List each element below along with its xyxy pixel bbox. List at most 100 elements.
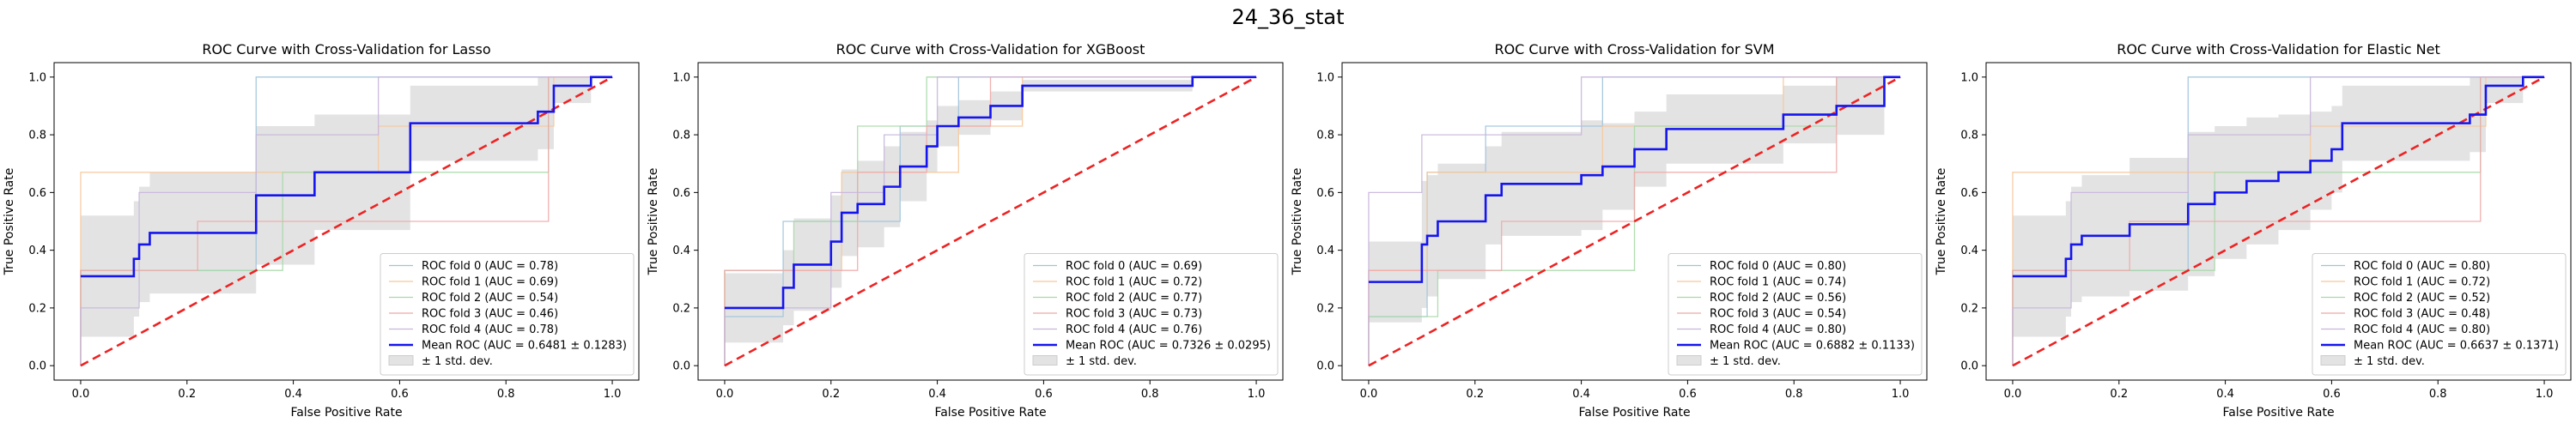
x-tick-label: 1.0 bbox=[1892, 388, 1910, 401]
legend-fold-2-label: ROC fold 2 (AUC = 0.52) bbox=[2354, 292, 2490, 305]
legend-std-label: ± 1 std. dev. bbox=[1066, 355, 1137, 368]
legend-std-swatch bbox=[1677, 356, 1701, 366]
legend-fold-1-label: ROC fold 1 (AUC = 0.74) bbox=[1710, 276, 1846, 289]
chart-title: ROC Curve with Cross-Validation for SVM bbox=[1494, 41, 1774, 57]
legend-fold-3-label: ROC fold 3 (AUC = 0.46) bbox=[422, 308, 558, 321]
legend: ROC fold 0 (AUC = 0.78) ROC fold 1 (AUC =… bbox=[380, 254, 634, 376]
legend-fold-4-label: ROC fold 4 (AUC = 0.78) bbox=[422, 323, 558, 336]
legend-fold-3-label: ROC fold 3 (AUC = 0.54) bbox=[1710, 308, 1846, 321]
y-tick-label: 0.8 bbox=[672, 130, 690, 142]
legend-fold-3-label: ROC fold 3 (AUC = 0.73) bbox=[1066, 308, 1202, 321]
legend-fold-4-label: ROC fold 4 (AUC = 0.76) bbox=[1066, 323, 1202, 336]
legend-std-label: ± 1 std. dev. bbox=[1710, 355, 1781, 368]
legend-fold-2-label: ROC fold 2 (AUC = 0.77) bbox=[1066, 292, 1202, 305]
legend-fold-3-label: ROC fold 3 (AUC = 0.48) bbox=[2354, 308, 2490, 321]
chart-panel: 0.0 0.2 0.4 0.6 0.8 1.0 0.0 0.2 0.4 0.6 0.8 1.0 ROC … bbox=[1935, 41, 2571, 420]
legend-mean-label: Mean ROC (AUC = 0.7326 ± 0.0295) bbox=[1066, 340, 1271, 353]
chart-panel: 0.0 0.2 0.4 0.6 0.8 1.0 0.0 0.2 0.4 0.6 0.8 1.0 ROC … bbox=[1291, 41, 1927, 420]
chart-title: ROC Curve with Cross-Validation for XGBo… bbox=[836, 41, 1145, 57]
legend-fold-4-label: ROC fold 4 (AUC = 0.80) bbox=[1710, 323, 1846, 336]
y-tick-label: 1.0 bbox=[28, 71, 46, 84]
y-tick-label: 0.6 bbox=[1960, 187, 1978, 200]
x-tick-label: 0.8 bbox=[1785, 388, 1803, 401]
y-tick-label: 0.6 bbox=[28, 187, 46, 200]
legend-std-swatch bbox=[389, 356, 413, 366]
legend-fold-1-label: ROC fold 1 (AUC = 0.72) bbox=[1066, 276, 1202, 289]
x-tick-label: 0.2 bbox=[822, 388, 840, 401]
x-axis-label: False Positive Rate bbox=[1578, 406, 1690, 420]
y-axis-label: True Positive Rate bbox=[1935, 168, 1948, 276]
y-tick-label: 0.4 bbox=[28, 245, 46, 257]
legend-fold-0-label: ROC fold 0 (AUC = 0.80) bbox=[1710, 260, 1846, 273]
legend-std-swatch bbox=[2321, 356, 2345, 366]
legend-fold-1-label: ROC fold 1 (AUC = 0.72) bbox=[2354, 276, 2490, 289]
x-tick-label: 0.2 bbox=[2110, 388, 2128, 401]
x-tick-label: 0.2 bbox=[178, 388, 196, 401]
legend-mean-label: Mean ROC (AUC = 0.6882 ± 0.1133) bbox=[1710, 340, 1915, 353]
chart-title: ROC Curve with Cross-Validation for Elas… bbox=[2117, 41, 2440, 57]
x-tick-label: 0.6 bbox=[1679, 388, 1697, 401]
chart-panel: 0.0 0.2 0.4 0.6 0.8 1.0 0.0 0.2 0.4 0.6 0.8 1.0 ROC … bbox=[647, 41, 1283, 420]
x-tick-label: 1.0 bbox=[1248, 388, 1266, 401]
legend-fold-2-label: ROC fold 2 (AUC = 0.56) bbox=[1710, 292, 1846, 305]
legend-mean-label: Mean ROC (AUC = 0.6481 ± 0.1283) bbox=[422, 340, 627, 353]
y-tick-label: 0.2 bbox=[672, 302, 690, 315]
y-tick-label: 0.0 bbox=[1316, 360, 1334, 373]
legend: ROC fold 0 (AUC = 0.69) ROC fold 1 (AUC =… bbox=[1024, 254, 1278, 376]
chart-panel: 0.0 0.2 0.4 0.6 0.8 1.0 0.0 0.2 0.4 0.6 0.8 1.0 ROC … bbox=[3, 41, 639, 420]
y-axis-label: True Positive Rate bbox=[3, 168, 16, 276]
y-tick-label: 0.4 bbox=[672, 245, 690, 257]
x-tick-label: 0.6 bbox=[2323, 388, 2341, 401]
legend: ROC fold 0 (AUC = 0.80) ROC fold 1 (AUC =… bbox=[2312, 254, 2566, 376]
y-tick-label: 0.2 bbox=[1316, 302, 1334, 315]
legend-fold-2-label: ROC fold 2 (AUC = 0.54) bbox=[422, 292, 558, 305]
y-tick-label: 0.2 bbox=[28, 302, 46, 315]
x-tick-label: 0.0 bbox=[716, 388, 734, 401]
y-tick-label: 0.8 bbox=[28, 130, 46, 142]
x-tick-label: 0.0 bbox=[72, 388, 90, 401]
y-tick-label: 0.0 bbox=[28, 360, 46, 373]
figure-suptitle: 24_36_stat bbox=[1231, 5, 1344, 29]
x-tick-label: 0.8 bbox=[2429, 388, 2447, 401]
x-tick-label: 0.6 bbox=[1035, 388, 1053, 401]
x-tick-label: 1.0 bbox=[604, 388, 622, 401]
y-tick-label: 0.4 bbox=[1960, 245, 1978, 257]
y-axis-label: True Positive Rate bbox=[647, 168, 660, 276]
x-tick-label: 0.6 bbox=[391, 388, 409, 401]
x-tick-label: 0.4 bbox=[2216, 388, 2234, 401]
chart-title: ROC Curve with Cross-Validation for Lass… bbox=[202, 41, 490, 57]
x-axis-label: False Positive Rate bbox=[2222, 406, 2334, 420]
legend-fold-0-label: ROC fold 0 (AUC = 0.78) bbox=[422, 260, 558, 273]
legend-fold-0-label: ROC fold 0 (AUC = 0.69) bbox=[1066, 260, 1202, 273]
legend-fold-4-label: ROC fold 4 (AUC = 0.80) bbox=[2354, 323, 2490, 336]
x-tick-label: 0.8 bbox=[1141, 388, 1159, 401]
y-tick-label: 0.0 bbox=[672, 360, 690, 373]
x-tick-label: 0.4 bbox=[284, 388, 302, 401]
legend: ROC fold 0 (AUC = 0.80) ROC fold 1 (AUC =… bbox=[1668, 254, 1922, 376]
legend-mean-label: Mean ROC (AUC = 0.6637 ± 0.1371) bbox=[2354, 340, 2559, 353]
x-tick-label: 0.2 bbox=[1466, 388, 1484, 401]
y-tick-label: 0.6 bbox=[1316, 187, 1334, 200]
y-tick-label: 0.0 bbox=[1960, 360, 1978, 373]
x-tick-label: 0.4 bbox=[1572, 388, 1590, 401]
legend-fold-0-label: ROC fold 0 (AUC = 0.80) bbox=[2354, 260, 2490, 273]
x-tick-label: 0.8 bbox=[497, 388, 515, 401]
y-tick-label: 1.0 bbox=[1960, 71, 1978, 84]
y-tick-label: 1.0 bbox=[672, 71, 690, 84]
legend-std-label: ± 1 std. dev. bbox=[422, 355, 493, 368]
y-tick-label: 0.4 bbox=[1316, 245, 1334, 257]
x-tick-label: 0.0 bbox=[1360, 388, 1378, 401]
x-axis-label: False Positive Rate bbox=[290, 406, 402, 420]
y-tick-label: 1.0 bbox=[1316, 71, 1334, 84]
legend-std-label: ± 1 std. dev. bbox=[2354, 355, 2425, 368]
panels: 0.0 0.2 0.4 0.6 0.8 1.0 0.0 0.2 0.4 0.6 0.8 1.0 ROC … bbox=[3, 41, 2571, 420]
legend-std-swatch bbox=[1033, 356, 1057, 366]
x-axis-label: False Positive Rate bbox=[934, 406, 1046, 420]
y-tick-label: 0.2 bbox=[1960, 302, 1978, 315]
legend-fold-1-label: ROC fold 1 (AUC = 0.69) bbox=[422, 276, 558, 289]
x-tick-label: 1.0 bbox=[2536, 388, 2554, 401]
x-tick-label: 0.0 bbox=[2004, 388, 2022, 401]
y-tick-label: 0.8 bbox=[1316, 130, 1334, 142]
y-tick-label: 0.8 bbox=[1960, 130, 1978, 142]
